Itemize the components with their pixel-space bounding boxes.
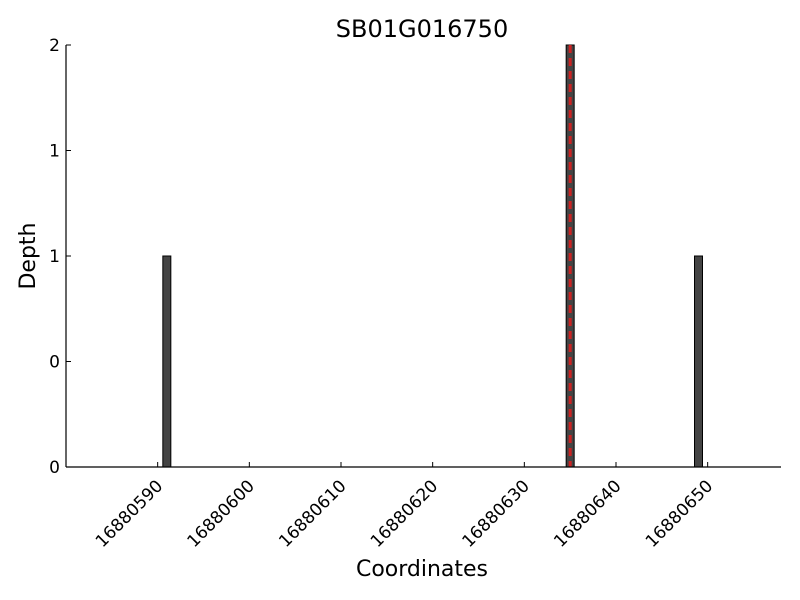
y-tick-label: 1	[49, 247, 60, 267]
y-axis-label: Depth	[16, 222, 41, 289]
y-tick-label: 0	[49, 458, 60, 478]
x-tick-label: 16880620	[367, 476, 442, 551]
bar-0	[162, 255, 172, 468]
x-axis-label: Coordinates	[356, 557, 488, 582]
x-tick-label: 16880590	[92, 476, 167, 551]
x-ticks: 16880590 16880600 16880610 16880620 16880630…	[92, 462, 717, 552]
y-tick-label: 1	[49, 142, 60, 162]
bars-layer	[162, 44, 703, 468]
chart-title: SB01G016750	[336, 15, 508, 43]
x-tick-label: 16880610	[275, 476, 350, 551]
x-tick-label: 16880640	[550, 476, 625, 551]
x-tick-label: 16880630	[459, 476, 534, 551]
axes-layer	[65, 45, 781, 468]
x-tick-label: 16880600	[184, 476, 259, 551]
x-tick-label: 16880650	[642, 476, 717, 551]
y-tick-label: 2	[49, 36, 60, 56]
y-tick-label: 0	[49, 353, 60, 373]
bar-2	[694, 255, 703, 468]
y-ticks: 0 0 1 1 2	[49, 36, 71, 478]
